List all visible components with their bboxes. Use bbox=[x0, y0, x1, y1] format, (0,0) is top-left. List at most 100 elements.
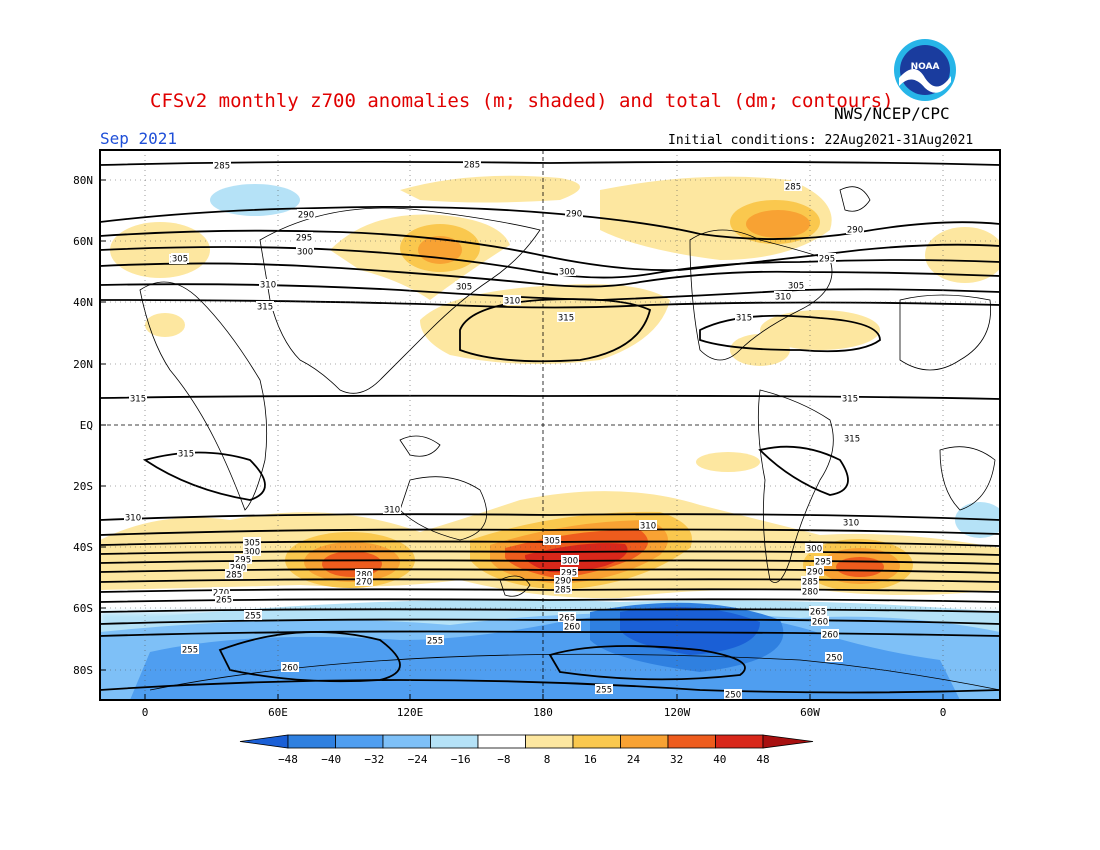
contour-value-label: 280 bbox=[801, 586, 819, 598]
svg-text:250: 250 bbox=[826, 654, 842, 664]
svg-text:285: 285 bbox=[214, 162, 230, 172]
lon-label: 120E bbox=[397, 706, 424, 719]
svg-text:260: 260 bbox=[564, 623, 580, 633]
svg-text:315: 315 bbox=[736, 314, 752, 324]
reference-lines bbox=[100, 150, 1000, 700]
contour-value-label: 280 bbox=[355, 569, 373, 581]
svg-text:300: 300 bbox=[559, 268, 575, 278]
svg-text:290: 290 bbox=[555, 577, 571, 587]
contour-value-label: 260 bbox=[563, 621, 581, 633]
contour-value-label: 265 bbox=[558, 612, 576, 624]
svg-text:255: 255 bbox=[182, 646, 198, 656]
svg-text:305: 305 bbox=[456, 283, 472, 293]
svg-text:270: 270 bbox=[356, 578, 372, 588]
contour-value-label: 295 bbox=[295, 232, 313, 244]
svg-text:265: 265 bbox=[216, 596, 232, 606]
lat-label: EQ bbox=[80, 419, 93, 432]
contour-value-label: 260 bbox=[811, 616, 829, 628]
svg-text:300: 300 bbox=[806, 545, 822, 555]
colorbar-tick-label: −48 bbox=[278, 753, 298, 766]
logo-text: NOAA bbox=[911, 62, 940, 72]
contour-value-label: 290 bbox=[554, 575, 572, 587]
svg-text:315: 315 bbox=[842, 395, 858, 405]
contour-value-label: 305 bbox=[543, 535, 561, 547]
lat-label: 20N bbox=[73, 358, 93, 371]
contour-value-label: 270 bbox=[355, 576, 373, 588]
contour-value-label: 265 bbox=[809, 606, 827, 618]
colorbar-tick-label: 24 bbox=[627, 753, 641, 766]
lat-label: 80N bbox=[73, 174, 93, 187]
contour-value-label: 295 bbox=[814, 556, 832, 568]
svg-text:285: 285 bbox=[464, 161, 480, 171]
colorbar-tick-label: −32 bbox=[364, 753, 384, 766]
svg-text:315: 315 bbox=[130, 395, 146, 405]
svg-text:295: 295 bbox=[296, 234, 312, 244]
svg-text:310: 310 bbox=[504, 297, 520, 307]
lon-label: 0 bbox=[940, 706, 947, 719]
contour-value-label: 265 bbox=[215, 594, 233, 606]
contour-value-label: 290 bbox=[565, 208, 583, 220]
colorbar-right-arrow bbox=[762, 734, 814, 749]
initial-conditions: Initial conditions: 22Aug2021-31Aug2021 bbox=[668, 133, 974, 148]
contour-value-label: 285 bbox=[554, 584, 572, 596]
colorbar-tick-label: −40 bbox=[321, 753, 341, 766]
contour-value-label: 315 bbox=[129, 393, 147, 405]
contour-value-label: 295 bbox=[234, 554, 252, 566]
svg-text:280: 280 bbox=[356, 571, 372, 581]
svg-text:300: 300 bbox=[297, 248, 313, 258]
svg-text:305: 305 bbox=[172, 255, 188, 265]
contour-value-label: 310 bbox=[639, 520, 657, 532]
colorbar-tick-label: −24 bbox=[408, 753, 428, 766]
svg-text:310: 310 bbox=[125, 514, 141, 524]
svg-text:290: 290 bbox=[230, 564, 246, 574]
contour-value-label: 255 bbox=[595, 684, 613, 696]
colorbar-tick-label: 40 bbox=[713, 753, 726, 766]
svg-text:285: 285 bbox=[785, 183, 801, 193]
contour-value-label: 310 bbox=[842, 517, 860, 529]
axis-labels: 80N 60N 40N 20N EQ 20S 40S 60S 80S 0 60E 120E 180 120… bbox=[73, 174, 946, 719]
valid-month: Sep 2021 bbox=[100, 129, 178, 148]
contour-value-label: 300 bbox=[561, 555, 579, 567]
contour-value-label: 285 bbox=[213, 160, 231, 172]
svg-text:305: 305 bbox=[244, 539, 260, 549]
contour-value-label: 315 bbox=[177, 448, 195, 460]
contour-value-label: 300 bbox=[296, 246, 314, 258]
grid-lines bbox=[100, 150, 1000, 700]
svg-text:310: 310 bbox=[843, 519, 859, 529]
contour-value-label: 285 bbox=[801, 576, 819, 588]
colorbar-tick-label: 16 bbox=[584, 753, 597, 766]
contour-value-label: 310 bbox=[124, 512, 142, 524]
svg-text:315: 315 bbox=[257, 303, 273, 313]
contour-value-label: 315 bbox=[841, 393, 859, 405]
contour-value-label: 290 bbox=[297, 209, 315, 221]
svg-text:285: 285 bbox=[802, 578, 818, 588]
contour-value-label: 270 bbox=[212, 587, 230, 599]
contour-value-label: 305 bbox=[455, 281, 473, 293]
colorbar-bin bbox=[287, 734, 336, 749]
svg-text:255: 255 bbox=[427, 637, 443, 647]
contour-value-label: 255 bbox=[244, 610, 262, 622]
contour-value-label: 255 bbox=[181, 644, 199, 656]
lon-label: 180 bbox=[533, 706, 553, 719]
contour-value-label: 315 bbox=[843, 433, 861, 445]
svg-text:310: 310 bbox=[775, 293, 791, 303]
contour-value-label: 295 bbox=[818, 253, 836, 265]
svg-text:260: 260 bbox=[282, 664, 298, 674]
svg-text:265: 265 bbox=[810, 608, 826, 618]
colorbar-bin bbox=[430, 734, 479, 749]
svg-text:290: 290 bbox=[298, 211, 314, 221]
svg-text:255: 255 bbox=[245, 612, 261, 622]
colorbar-tick-label: −8 bbox=[497, 753, 510, 766]
lon-label: 120W bbox=[664, 706, 691, 719]
colorbar-bin bbox=[477, 734, 526, 749]
svg-text:300: 300 bbox=[244, 548, 260, 558]
svg-text:295: 295 bbox=[815, 558, 831, 568]
colorbar-bin bbox=[667, 734, 716, 749]
agency-label: NWS/NCEP/CPC bbox=[834, 104, 950, 123]
contour-value-label: 295 bbox=[560, 567, 578, 579]
lon-label: 0 bbox=[142, 706, 149, 719]
svg-text:315: 315 bbox=[558, 314, 574, 324]
colorbar-bin bbox=[715, 734, 764, 749]
